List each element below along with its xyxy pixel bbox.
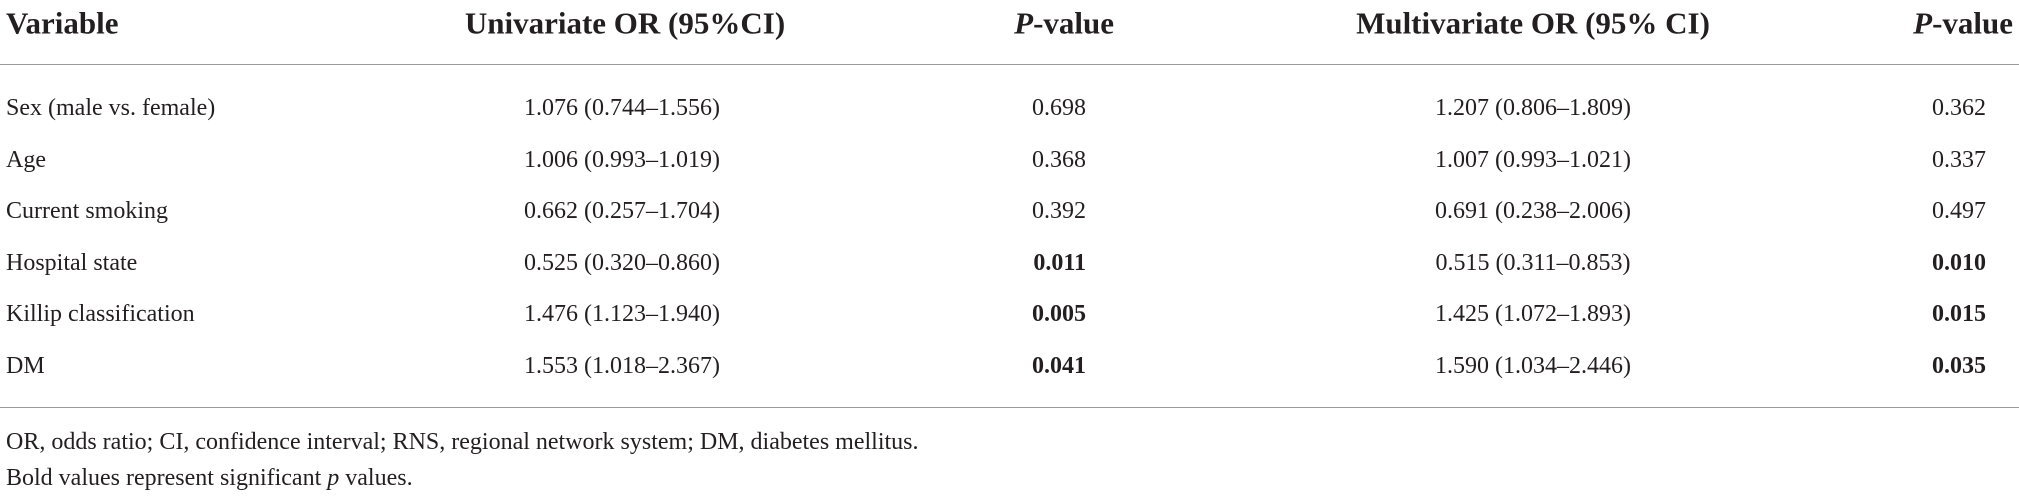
header-text: Univariate OR (95%CI)	[464, 5, 786, 41]
column-header: Univariate OR (95%CI)	[465, 8, 785, 39]
table-cell: 0.041	[1032, 353, 1086, 379]
header-italic: P	[1913, 5, 1933, 41]
footnote-text: p	[327, 465, 340, 491]
footnote-text: Bold values represent significant	[6, 465, 328, 491]
header-text: Variable	[6, 5, 119, 41]
footnote-text: OR, odds ratio; CI, confidence interval;…	[6, 429, 919, 455]
table-cell: 0.691 (0.238–2.006)	[1435, 198, 1631, 224]
table-cell: 0.662 (0.257–1.704)	[524, 198, 720, 224]
header-italic: P	[1014, 5, 1034, 41]
table-cell: 0.362	[1932, 95, 1986, 121]
table-cell: 1.553 (1.018–2.367)	[524, 353, 720, 379]
table-cell: 0.698	[1032, 95, 1086, 121]
footnote-text: values.	[339, 465, 413, 491]
header-text: -value	[1033, 5, 1114, 41]
row-label: Current smoking	[6, 198, 168, 224]
header-text: -value	[1932, 5, 2013, 41]
table-cell: 0.525 (0.320–0.860)	[524, 250, 720, 276]
row-label: DM	[6, 353, 45, 379]
row-label: Sex (male vs. female)	[6, 95, 216, 121]
table-cell: 0.011	[1033, 250, 1086, 276]
table-cell: 1.006 (0.993–1.019)	[524, 147, 720, 173]
column-header: Variable	[6, 8, 119, 39]
table-cell: 1.007 (0.993–1.021)	[1435, 147, 1631, 173]
footnote: OR, odds ratio; CI, confidence interval;…	[6, 430, 919, 454]
table-cell: 0.005	[1032, 301, 1086, 327]
row-label: Age	[6, 147, 46, 173]
table-cell: 1.590 (1.034–2.446)	[1435, 353, 1631, 379]
column-header: P-value	[1913, 8, 2013, 39]
table-cell: 0.035	[1932, 353, 1986, 379]
table-cell: 0.010	[1932, 250, 1986, 276]
table-cell: 0.392	[1032, 198, 1086, 224]
table-cell: 0.368	[1032, 147, 1086, 173]
column-header: P-value	[1014, 8, 1114, 39]
table-cell: 0.515 (0.311–0.853)	[1435, 250, 1631, 276]
header-rule	[0, 64, 2019, 65]
table-cell: 1.476 (1.123–1.940)	[524, 301, 720, 327]
column-header: Multivariate OR (95% CI)	[1356, 8, 1710, 39]
table-cell: 1.207 (0.806–1.809)	[1435, 95, 1631, 121]
table-cell: 1.076 (0.744–1.556)	[524, 95, 720, 121]
bottom-rule	[0, 407, 2019, 408]
row-label: Killip classification	[6, 301, 195, 327]
table-cell: 0.015	[1932, 301, 1986, 327]
header-text: Multivariate OR (95% CI)	[1356, 5, 1710, 41]
table-cell: 0.497	[1932, 198, 1986, 224]
table-cell: 1.425 (1.072–1.893)	[1435, 301, 1631, 327]
footnote: Bold values represent significant p valu…	[6, 466, 413, 490]
row-label: Hospital state	[6, 250, 138, 276]
table-cell: 0.337	[1932, 147, 1986, 173]
